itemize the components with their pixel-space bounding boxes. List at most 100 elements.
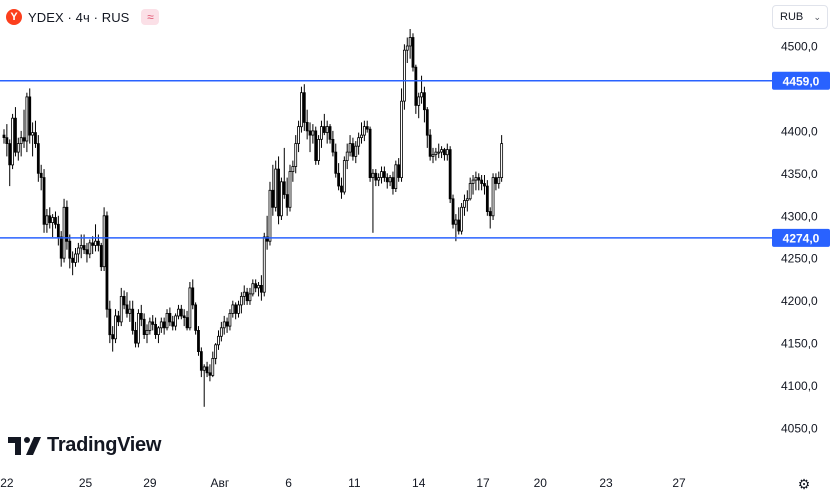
currency-value: RUB bbox=[780, 11, 804, 23]
candle-body bbox=[34, 132, 37, 145]
candle-body bbox=[285, 194, 289, 208]
candle-body bbox=[197, 329, 200, 352]
candle-body bbox=[460, 206, 464, 232]
candle bbox=[91, 236, 95, 254]
candle bbox=[31, 122, 35, 157]
time-axis[interactable]: 22 25 29 Авг 6 11 14 17 20 23 27 bbox=[0, 476, 686, 490]
candle bbox=[257, 282, 260, 297]
wave-icon[interactable]: ≈ bbox=[141, 9, 160, 25]
price-tick-label: 4250,0 bbox=[781, 252, 818, 266]
candle bbox=[179, 304, 183, 320]
candle-body bbox=[434, 151, 438, 156]
candle bbox=[54, 211, 57, 229]
candle bbox=[165, 309, 169, 331]
candle bbox=[65, 200, 69, 250]
candle-body bbox=[162, 321, 166, 329]
candle bbox=[277, 156, 280, 225]
price-axis[interactable]: 4500,0 4400,0 4350,0 4300,0 4250,0 4200,0 4150… bbox=[781, 40, 818, 436]
candle-body bbox=[437, 151, 441, 154]
candle-body bbox=[165, 312, 169, 329]
candle bbox=[362, 120, 366, 142]
candle bbox=[391, 171, 395, 195]
price-tick-label: 4050,0 bbox=[781, 422, 818, 436]
time-tick-label: 27 bbox=[672, 476, 686, 490]
candle bbox=[265, 215, 269, 250]
candle-body bbox=[82, 245, 86, 251]
candle bbox=[394, 160, 398, 192]
candle bbox=[214, 343, 218, 365]
candle-body bbox=[414, 66, 418, 106]
candle-body bbox=[377, 177, 381, 181]
level-price-label-bg bbox=[772, 228, 830, 247]
candle-body bbox=[454, 219, 458, 225]
candle bbox=[280, 177, 283, 220]
candle bbox=[125, 292, 129, 318]
candle-body bbox=[277, 168, 280, 217]
candle bbox=[19, 130, 23, 157]
currency-selector[interactable]: RUB ⌄ bbox=[772, 5, 828, 29]
candle-body bbox=[485, 185, 489, 213]
candle-body bbox=[394, 164, 398, 190]
candle-body bbox=[76, 247, 80, 255]
candle-body bbox=[168, 312, 172, 323]
candle bbox=[474, 171, 478, 191]
candle bbox=[182, 309, 186, 327]
candle-body bbox=[445, 149, 449, 156]
candle-body bbox=[71, 257, 75, 263]
candle bbox=[237, 300, 240, 318]
candle-body bbox=[137, 312, 140, 344]
candle-body bbox=[74, 253, 77, 263]
candle-body bbox=[294, 143, 298, 167]
tradingview-brand[interactable]: TradingView bbox=[8, 434, 161, 457]
candle-body bbox=[219, 327, 223, 337]
candle bbox=[434, 147, 438, 161]
candle-body bbox=[397, 164, 401, 178]
candle-body bbox=[259, 284, 263, 293]
candle bbox=[134, 321, 137, 348]
candle bbox=[382, 166, 386, 182]
candle bbox=[42, 169, 46, 233]
horizontal-lines-layer: 4459,0 4274,0 bbox=[0, 71, 830, 247]
candle-body bbox=[408, 37, 412, 47]
candle-body bbox=[11, 117, 14, 166]
gear-icon[interactable]: ⚙ bbox=[797, 475, 811, 492]
candle bbox=[74, 248, 77, 267]
candle-body bbox=[202, 366, 206, 371]
candle bbox=[311, 124, 315, 144]
candle bbox=[454, 214, 458, 242]
candle bbox=[334, 143, 338, 178]
candle bbox=[428, 129, 432, 161]
candle bbox=[131, 300, 135, 335]
candle-body bbox=[371, 172, 375, 178]
candle-body bbox=[31, 132, 35, 136]
candle-body bbox=[257, 284, 260, 289]
candle-body bbox=[102, 215, 106, 268]
candle-body bbox=[268, 189, 272, 242]
candle bbox=[402, 44, 406, 110]
candle-body bbox=[56, 223, 60, 238]
time-tick-label: 17 bbox=[476, 476, 490, 490]
candle-body bbox=[177, 308, 180, 317]
candle bbox=[102, 207, 106, 271]
price-tick-label: 4400,0 bbox=[781, 124, 818, 138]
candle bbox=[417, 92, 421, 119]
candle-body bbox=[114, 315, 117, 340]
candle-body bbox=[171, 321, 175, 327]
candle bbox=[420, 75, 423, 104]
candle bbox=[56, 215, 60, 246]
candle-body bbox=[211, 357, 215, 376]
time-tick-label: 22 bbox=[0, 476, 14, 490]
candle bbox=[251, 279, 255, 297]
candle bbox=[411, 33, 415, 72]
candle-body bbox=[420, 92, 423, 98]
candle-body bbox=[431, 154, 435, 157]
candle-body bbox=[497, 177, 501, 184]
symbol-title[interactable]: YDEX · 4ч · RUS bbox=[28, 9, 130, 25]
time-tick-label: 20 bbox=[534, 476, 548, 490]
candle bbox=[219, 321, 223, 342]
candle bbox=[302, 84, 306, 131]
candle bbox=[354, 141, 358, 164]
candle bbox=[34, 120, 37, 148]
candle bbox=[357, 132, 361, 155]
